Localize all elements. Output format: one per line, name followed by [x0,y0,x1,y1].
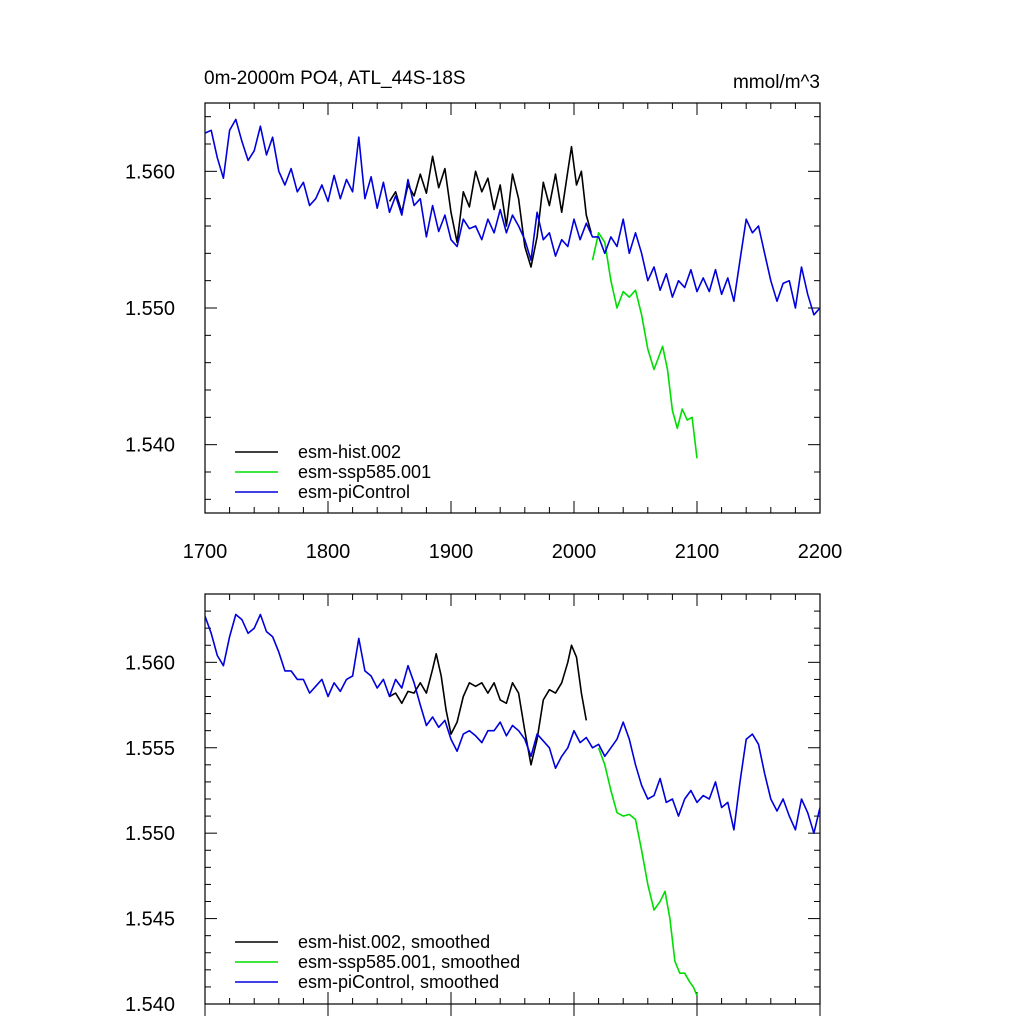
tick-group [204,593,821,1016]
y-tick-label: 1.555 [125,738,175,760]
legend-label: esm-hist.002 [298,442,401,462]
y-tick-labels: 1.540 1.550 1.560 [125,161,175,456]
y-tick-label: 1.540 [125,994,175,1016]
y-tick-label: 1.545 [125,909,175,931]
y-tick-label: 1.550 [125,298,175,320]
bottom-panel: 1.540 1.545 1.550 1.555 1.560 esm-hist.002, … [125,593,821,1016]
units-label: mmol/m^3 [733,72,820,93]
series-lines [205,118,820,459]
y-tick-label: 1.560 [125,652,175,674]
x-tick-label: 1700 [183,541,228,563]
legend-label: esm-ssp585.001, smoothed [298,952,520,972]
x-tick-label: 1800 [306,541,351,563]
series-line-esm-picontrol [205,613,820,834]
series-line-esm-hist-002 [389,644,588,766]
x-tick-labels: 1700 1800 1900 2000 2100 2200 [183,541,843,563]
series-line-esm-ssp585-001 [591,232,698,459]
top-panel: 0m-2000m PO4, ATL_44S-18S mmol/m^3 1.540… [125,68,842,563]
legend-label: esm-piControl, smoothed [298,972,499,992]
y-tick-label: 1.540 [125,435,175,457]
legend-label: esm-piControl [298,482,410,502]
y-tick-label: 1.560 [125,161,175,183]
series-line-esm-hist-002 [388,145,592,268]
x-tick-label: 2200 [798,541,843,563]
x-tick-label: 2100 [675,541,720,563]
series-line-esm-ssp585-001 [597,747,698,996]
legend-label: esm-ssp585.001 [298,462,431,482]
y-tick-label: 1.550 [125,823,175,845]
series-lines [205,613,820,996]
chart-title: 0m-2000m PO4, ATL_44S-18S [204,68,466,89]
y-tick-labels: 1.540 1.545 1.550 1.555 1.560 [125,652,175,1016]
x-tick-label: 2000 [552,541,597,563]
series-line-esm-picontrol [205,118,820,316]
tick-group [204,103,821,513]
legend-label: esm-hist.002, smoothed [298,932,490,952]
x-tick-label: 1900 [429,541,474,563]
